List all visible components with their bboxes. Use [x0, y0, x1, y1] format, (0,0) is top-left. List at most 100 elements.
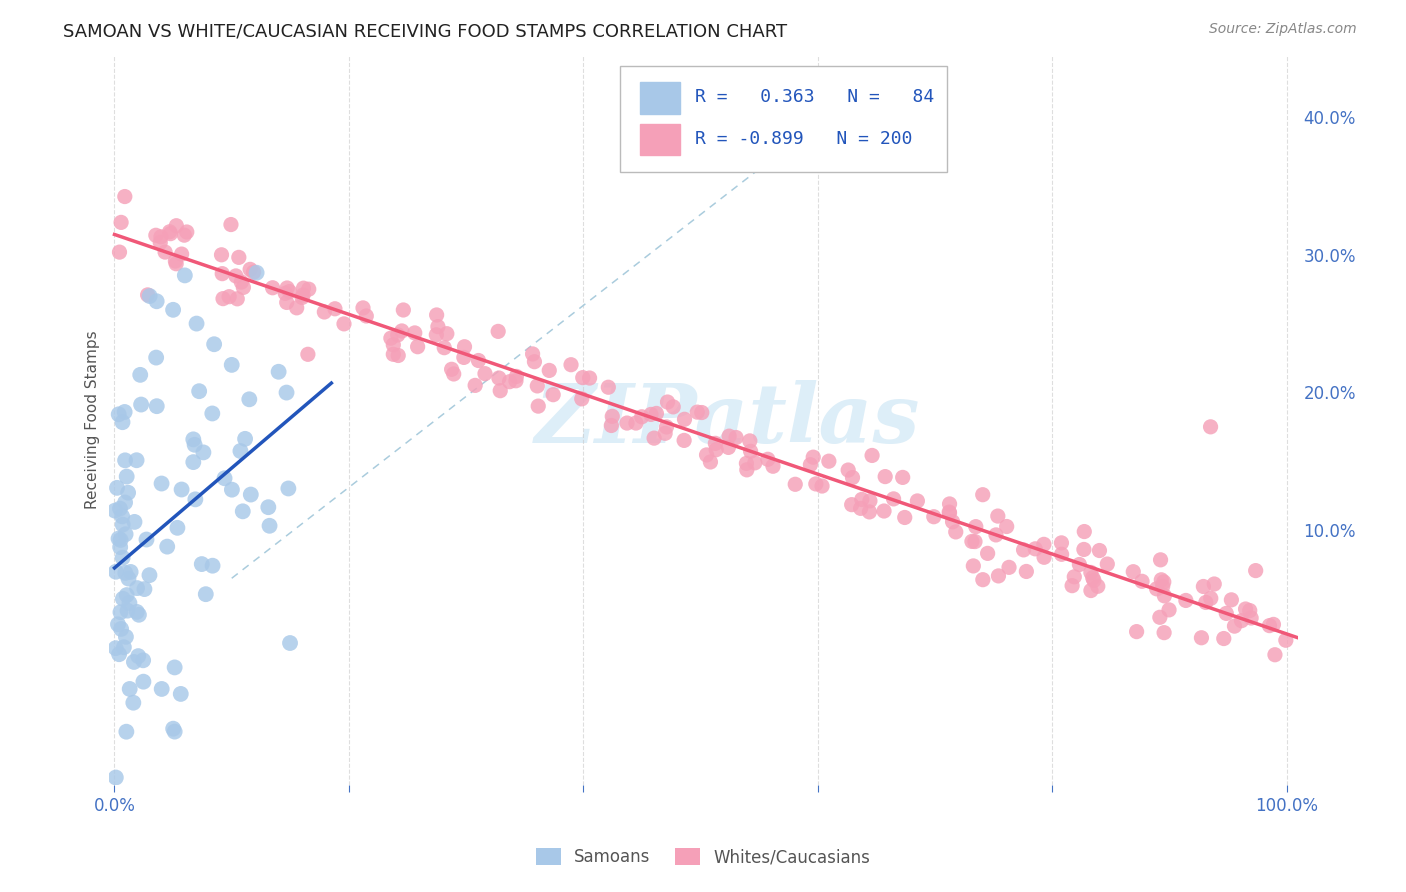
Point	[201, 558, 224, 573]
Point	[704, 436, 727, 450]
Point	[278, 636, 301, 650]
Point	[108, 647, 131, 661]
Point	[818, 454, 841, 468]
Point	[704, 442, 727, 457]
Point	[110, 622, 132, 636]
Point	[297, 347, 319, 361]
Text: ZIPatlas: ZIPatlas	[534, 380, 920, 460]
Point	[165, 219, 187, 233]
Point	[1199, 420, 1222, 434]
Y-axis label: Receiving Food Stamps: Receiving Food Stamps	[86, 331, 100, 509]
Point	[211, 248, 233, 262]
Point	[1204, 577, 1226, 591]
Point	[560, 358, 582, 372]
Point	[1149, 610, 1171, 624]
Point	[922, 509, 945, 524]
Point	[1153, 625, 1175, 640]
Point	[426, 308, 449, 322]
Point	[135, 533, 157, 547]
Point	[382, 338, 405, 352]
Point	[1012, 542, 1035, 557]
Point	[292, 288, 315, 302]
Point	[1264, 648, 1286, 662]
Point	[149, 235, 172, 250]
Point	[654, 426, 676, 441]
Point	[104, 503, 127, 517]
Point	[1223, 619, 1246, 633]
Point	[987, 509, 1010, 524]
Point	[122, 655, 145, 669]
Point	[1234, 602, 1257, 616]
Point	[616, 416, 638, 430]
Point	[202, 337, 225, 351]
Point	[453, 351, 475, 365]
Point	[1080, 583, 1102, 598]
Point	[987, 569, 1010, 583]
Point	[276, 281, 298, 295]
Point	[1130, 574, 1153, 589]
Bar	[641, 124, 679, 155]
Point	[128, 607, 150, 622]
Point	[526, 379, 548, 393]
Point	[298, 282, 321, 296]
Point	[134, 582, 156, 596]
Point	[1199, 591, 1222, 606]
Point	[218, 290, 240, 304]
Point	[156, 540, 179, 554]
Point	[104, 771, 127, 785]
Point	[1069, 558, 1091, 572]
Point	[211, 267, 233, 281]
Point	[724, 430, 747, 444]
Point	[464, 378, 486, 392]
Point	[600, 418, 623, 433]
Point	[785, 477, 807, 491]
Point	[114, 189, 136, 203]
Point	[1097, 557, 1119, 571]
Point	[165, 254, 187, 268]
Point	[571, 370, 593, 384]
Point	[699, 455, 721, 469]
Point	[984, 528, 1007, 542]
Point	[387, 327, 409, 342]
Point	[1174, 593, 1197, 607]
Point	[690, 405, 713, 419]
Point	[108, 540, 131, 554]
Point	[717, 441, 740, 455]
Point	[811, 479, 834, 493]
Point	[1212, 632, 1234, 646]
Point	[1258, 618, 1281, 632]
Point	[110, 533, 132, 547]
Point	[425, 327, 447, 342]
Point	[841, 470, 863, 484]
Point	[662, 400, 685, 414]
Point	[963, 534, 986, 549]
Point	[239, 262, 262, 277]
Point	[105, 481, 128, 495]
Point	[645, 406, 668, 420]
Point	[841, 498, 863, 512]
Point	[111, 550, 134, 565]
Point	[276, 295, 298, 310]
Point	[165, 257, 187, 271]
Point	[257, 500, 280, 515]
Point	[184, 492, 207, 507]
Point	[799, 458, 821, 472]
Point	[523, 354, 546, 368]
Point	[125, 453, 148, 467]
Point	[1080, 566, 1102, 580]
Point	[938, 506, 960, 520]
Point	[1146, 582, 1168, 596]
Point	[598, 380, 620, 394]
Point	[1153, 574, 1175, 589]
Point	[333, 317, 356, 331]
Point	[291, 290, 314, 304]
Point	[1244, 564, 1267, 578]
Point	[1195, 595, 1218, 609]
Point	[145, 228, 167, 243]
Point	[129, 398, 152, 412]
Point	[538, 363, 561, 377]
Point	[860, 449, 883, 463]
Point	[149, 229, 172, 244]
Point	[212, 292, 235, 306]
Point	[541, 387, 564, 401]
